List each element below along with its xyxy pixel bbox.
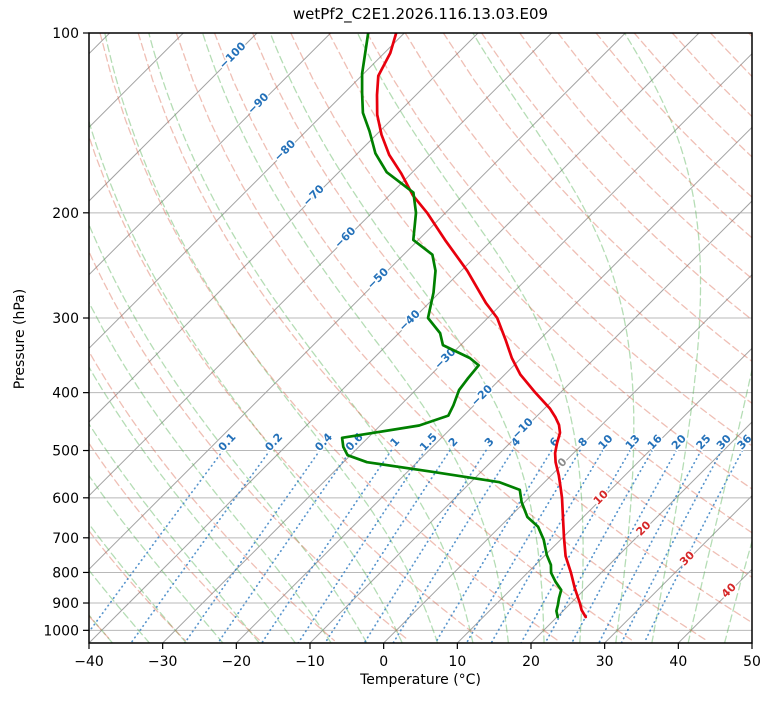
svg-text:20: 20 [669,432,689,452]
svg-text:100: 100 [52,26,79,42]
svg-text:−80: −80 [272,137,299,164]
svg-text:1: 1 [388,435,403,449]
svg-text:1000: 1000 [43,623,79,639]
svg-text:−60: −60 [332,224,359,251]
y-axis-ticks: 100 200 300 400 500 600 700 800 900 1000 [43,26,89,639]
x-axis-label: Temperature (°C) [360,672,481,688]
svg-text:−50: −50 [365,265,392,292]
x-axis-ticks: −40 −30 −20 −10 0 10 20 30 40 50 [74,643,761,670]
svg-text:30: 30 [596,654,614,670]
svg-text:20: 20 [522,654,540,670]
svg-text:10: 10 [596,432,616,452]
svg-text:500: 500 [52,444,79,460]
svg-text:−10: −10 [295,654,325,670]
temperature-curve [375,33,588,619]
moist-adiabat-lines [89,33,752,643]
svg-text:−90: −90 [245,90,272,117]
svg-text:8: 8 [576,435,591,449]
svg-text:30: 30 [677,548,697,568]
isotherm-lines [89,33,752,643]
svg-text:800: 800 [52,565,79,581]
svg-text:600: 600 [52,491,79,507]
svg-text:40: 40 [669,654,687,670]
svg-text:16: 16 [645,432,665,452]
plot-border [88,32,753,644]
svg-text:50: 50 [743,654,761,670]
svg-text:−40: −40 [74,654,104,670]
svg-text:30: 30 [714,432,734,452]
svg-text:−70: −70 [300,182,327,209]
mixing-ratio-lines [89,449,744,643]
svg-text:700: 700 [52,531,79,547]
svg-text:20: 20 [634,518,654,538]
svg-text:0: 0 [379,654,388,670]
svg-text:−30: −30 [432,345,459,372]
isobar-gridlines [89,33,752,631]
svg-text:13: 13 [623,432,643,452]
dewpoint-curve [340,33,563,619]
svg-text:−40: −40 [396,307,423,334]
svg-text:−20: −20 [222,654,252,670]
chart-title: wetPf2_C2E1.2026.116.13.03.E09 [292,5,549,23]
svg-text:10: 10 [591,487,611,507]
svg-text:200: 200 [52,206,79,222]
svg-text:400: 400 [52,386,79,402]
svg-text:300: 300 [52,311,79,327]
svg-text:900: 900 [52,596,79,612]
svg-text:10: 10 [448,654,466,670]
svg-text:2: 2 [446,435,461,449]
svg-text:−30: −30 [148,654,178,670]
svg-text:3: 3 [482,435,497,449]
svg-text:−100: −100 [217,39,249,71]
